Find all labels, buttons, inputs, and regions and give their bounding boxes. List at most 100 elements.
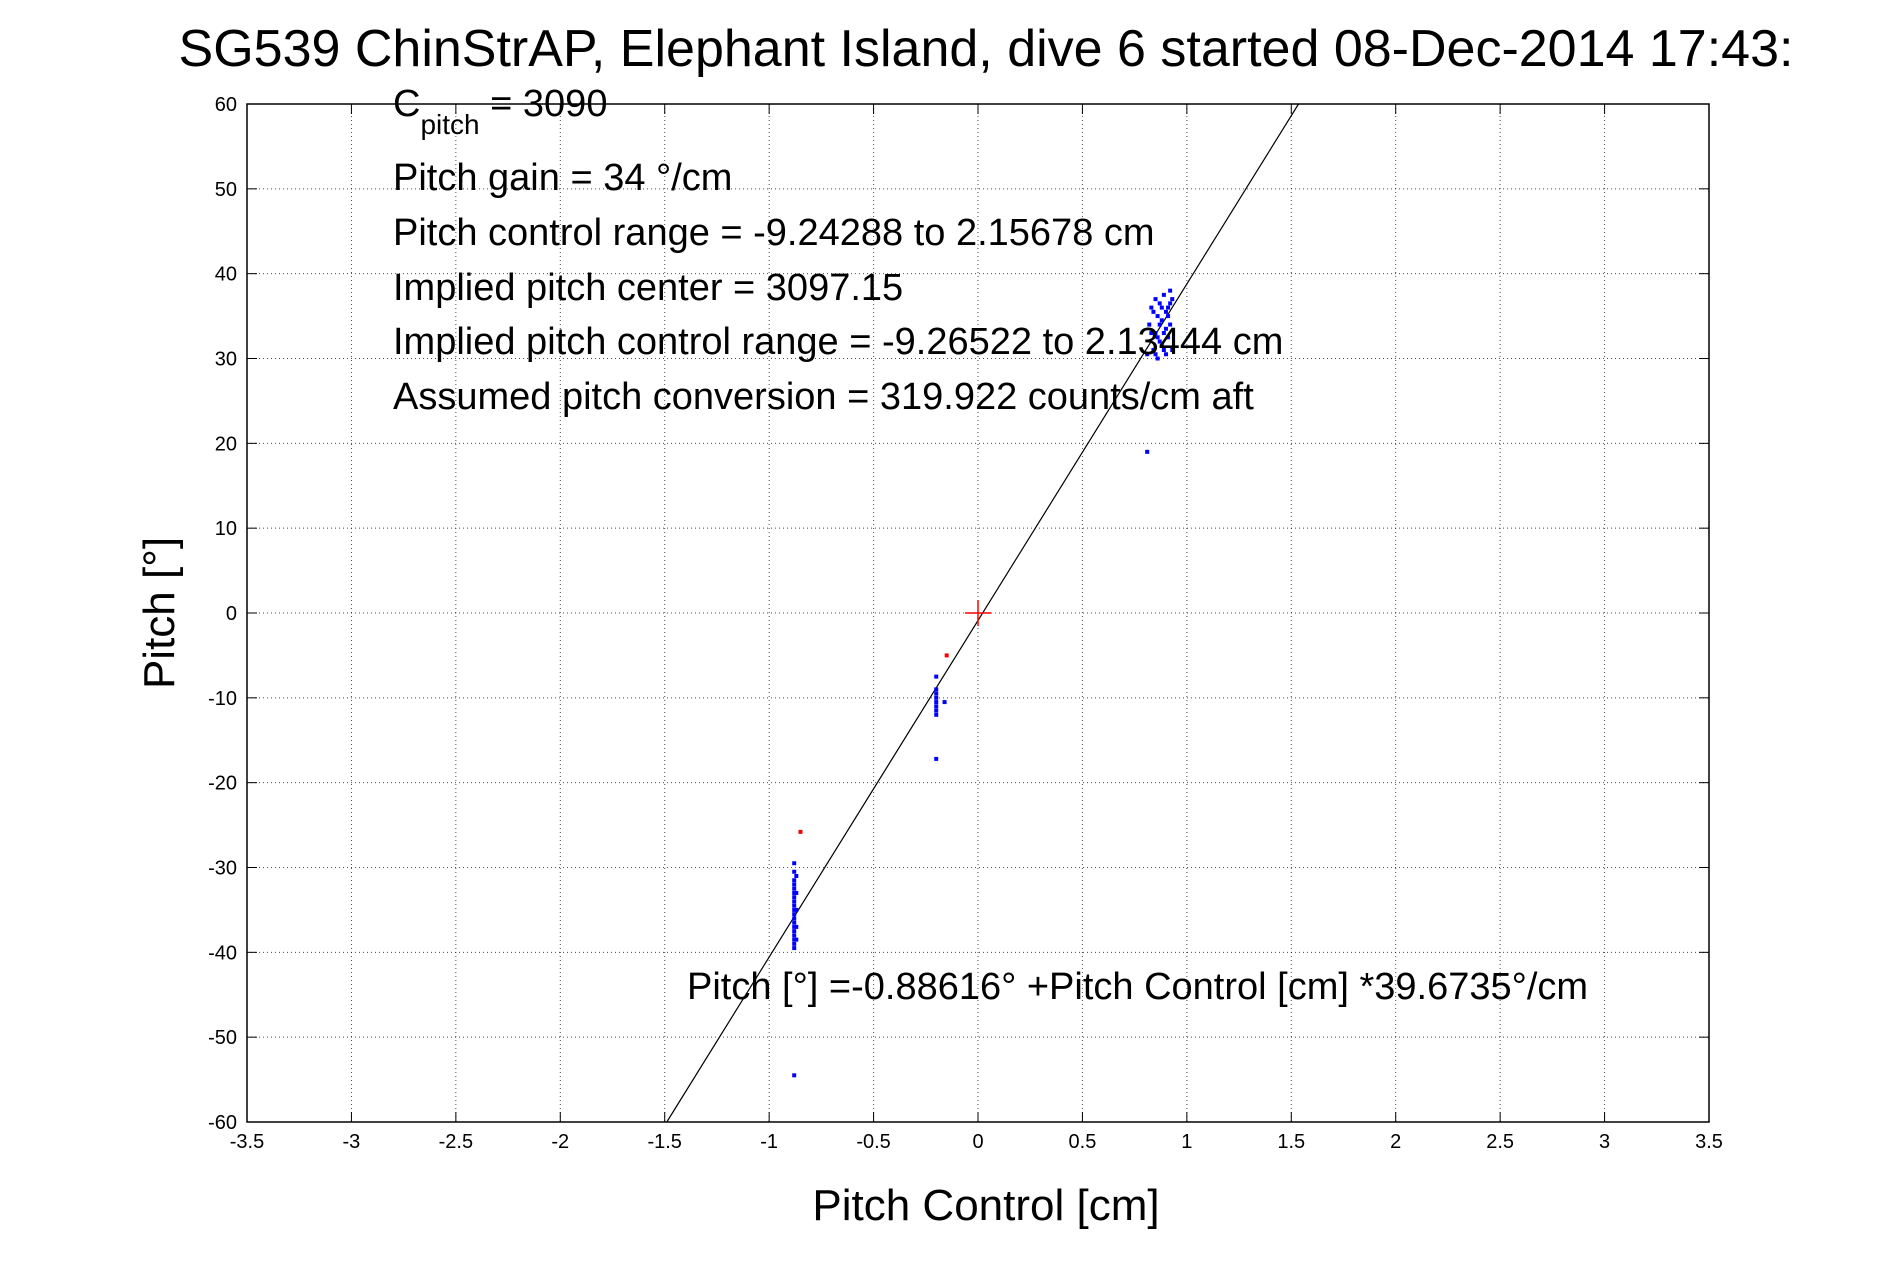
data-point — [1155, 335, 1160, 340]
data-point — [792, 886, 797, 891]
data-point — [792, 929, 797, 934]
data-point — [1161, 292, 1166, 297]
x-tick-label: 3 — [1599, 1131, 1610, 1153]
data-point — [792, 861, 797, 866]
data-point — [1151, 309, 1156, 314]
annotation-implied-pitch-control-range: Implied pitch control range = -9.26522 t… — [393, 321, 1283, 363]
x-tick-label: -1 — [760, 1131, 778, 1153]
annotation-implied-pitch-center: Implied pitch center = 3097.15 — [393, 267, 903, 309]
data-point — [792, 924, 797, 929]
data-point — [794, 924, 799, 929]
y-tick-label: 10 — [215, 518, 237, 540]
annotation-c-pitch: Cpitch = 3090 — [393, 83, 607, 140]
y-tick-label: -40 — [208, 942, 237, 964]
data-point — [794, 907, 799, 912]
data-point — [1159, 318, 1164, 323]
data-point — [1153, 297, 1158, 302]
data-point — [1155, 314, 1160, 319]
data-point — [934, 704, 939, 709]
data-point — [934, 674, 939, 679]
y-axis-ticks: -60 -50 -40 -30 -20 -10 0 10 20 30 40 50 60 — [208, 94, 1709, 1134]
data-point — [792, 916, 797, 921]
annotation-c-pitch-main: C — [393, 83, 420, 125]
y-tick-label: -10 — [208, 688, 237, 710]
annotation-pitch-gain: Pitch gain = 34 °/cm — [393, 157, 732, 199]
data-point — [1163, 352, 1168, 357]
data-point — [792, 899, 797, 904]
data-point — [1145, 449, 1150, 454]
y-tick-label: -60 — [208, 1112, 237, 1134]
x-tick-label: 3.5 — [1695, 1131, 1723, 1153]
plot-frame — [246, 103, 1710, 1123]
y-tick-label: 20 — [215, 433, 237, 455]
y-tick-label: 0 — [226, 603, 237, 625]
x-tick-label: -1.5 — [647, 1131, 681, 1153]
data-point — [944, 653, 949, 658]
data-point — [1159, 305, 1164, 310]
data-point — [798, 829, 803, 834]
data-points — [792, 288, 1175, 1078]
data-point — [1170, 297, 1175, 302]
annotation-c-pitch-rest: = 3090 — [480, 83, 608, 125]
data-point — [934, 708, 939, 713]
data-point — [1163, 326, 1168, 331]
x-tick-label: -2.5 — [439, 1131, 473, 1153]
data-point — [1157, 322, 1162, 327]
data-point — [1166, 335, 1171, 340]
data-point — [792, 890, 797, 895]
data-point — [934, 756, 939, 761]
annotation-pitch-control-range: Pitch control range = -9.24288 to 2.1567… — [393, 212, 1155, 254]
data-point — [934, 691, 939, 696]
x-tick-label: 1 — [1181, 1131, 1192, 1153]
data-point — [1163, 309, 1168, 314]
x-tick-label: 0 — [972, 1131, 983, 1153]
x-tick-label: 0.5 — [1069, 1131, 1097, 1153]
data-point — [794, 873, 799, 878]
data-point — [1159, 343, 1164, 348]
data-point — [934, 700, 939, 705]
data-point — [1168, 322, 1173, 327]
data-point — [934, 712, 939, 717]
data-point — [1149, 331, 1154, 336]
data-point — [792, 903, 797, 908]
data-point — [792, 907, 797, 912]
data-point — [934, 695, 939, 700]
data-point — [1168, 301, 1173, 306]
x-tick-label: -3.5 — [230, 1131, 264, 1153]
y-tick-label: -30 — [208, 858, 237, 880]
data-point — [794, 937, 799, 942]
data-point — [1151, 348, 1156, 353]
data-point — [792, 869, 797, 874]
data-point — [942, 700, 947, 705]
data-point — [1166, 314, 1171, 319]
data-point — [792, 1073, 797, 1078]
y-tick-label: -20 — [208, 773, 237, 795]
data-point — [792, 933, 797, 938]
x-tick-label: -0.5 — [856, 1131, 890, 1153]
data-point — [792, 937, 797, 942]
x-tick-label: 2.5 — [1486, 1131, 1514, 1153]
data-point — [792, 920, 797, 925]
center-marker-group — [965, 600, 991, 626]
annotation-fit-equation: Pitch [°] =-0.88616° +Pitch Control [cm]… — [687, 966, 1588, 1008]
data-point — [792, 882, 797, 887]
data-point — [1170, 348, 1175, 353]
data-point — [1161, 348, 1166, 353]
data-point — [1157, 339, 1162, 344]
y-tick-label: 30 — [215, 349, 237, 371]
data-point — [934, 687, 939, 692]
data-point — [792, 941, 797, 946]
data-point — [1157, 301, 1162, 306]
x-tick-label: 1.5 — [1277, 1131, 1305, 1153]
data-point — [1161, 331, 1166, 336]
data-point — [794, 890, 799, 895]
y-tick-label: -50 — [208, 1027, 237, 1049]
data-point — [792, 895, 797, 900]
data-point — [792, 878, 797, 883]
data-point — [1166, 305, 1171, 310]
data-point — [1155, 356, 1160, 361]
data-point — [1153, 331, 1158, 336]
y-axis-label: Pitch [°] — [135, 537, 184, 689]
data-point — [792, 946, 797, 951]
